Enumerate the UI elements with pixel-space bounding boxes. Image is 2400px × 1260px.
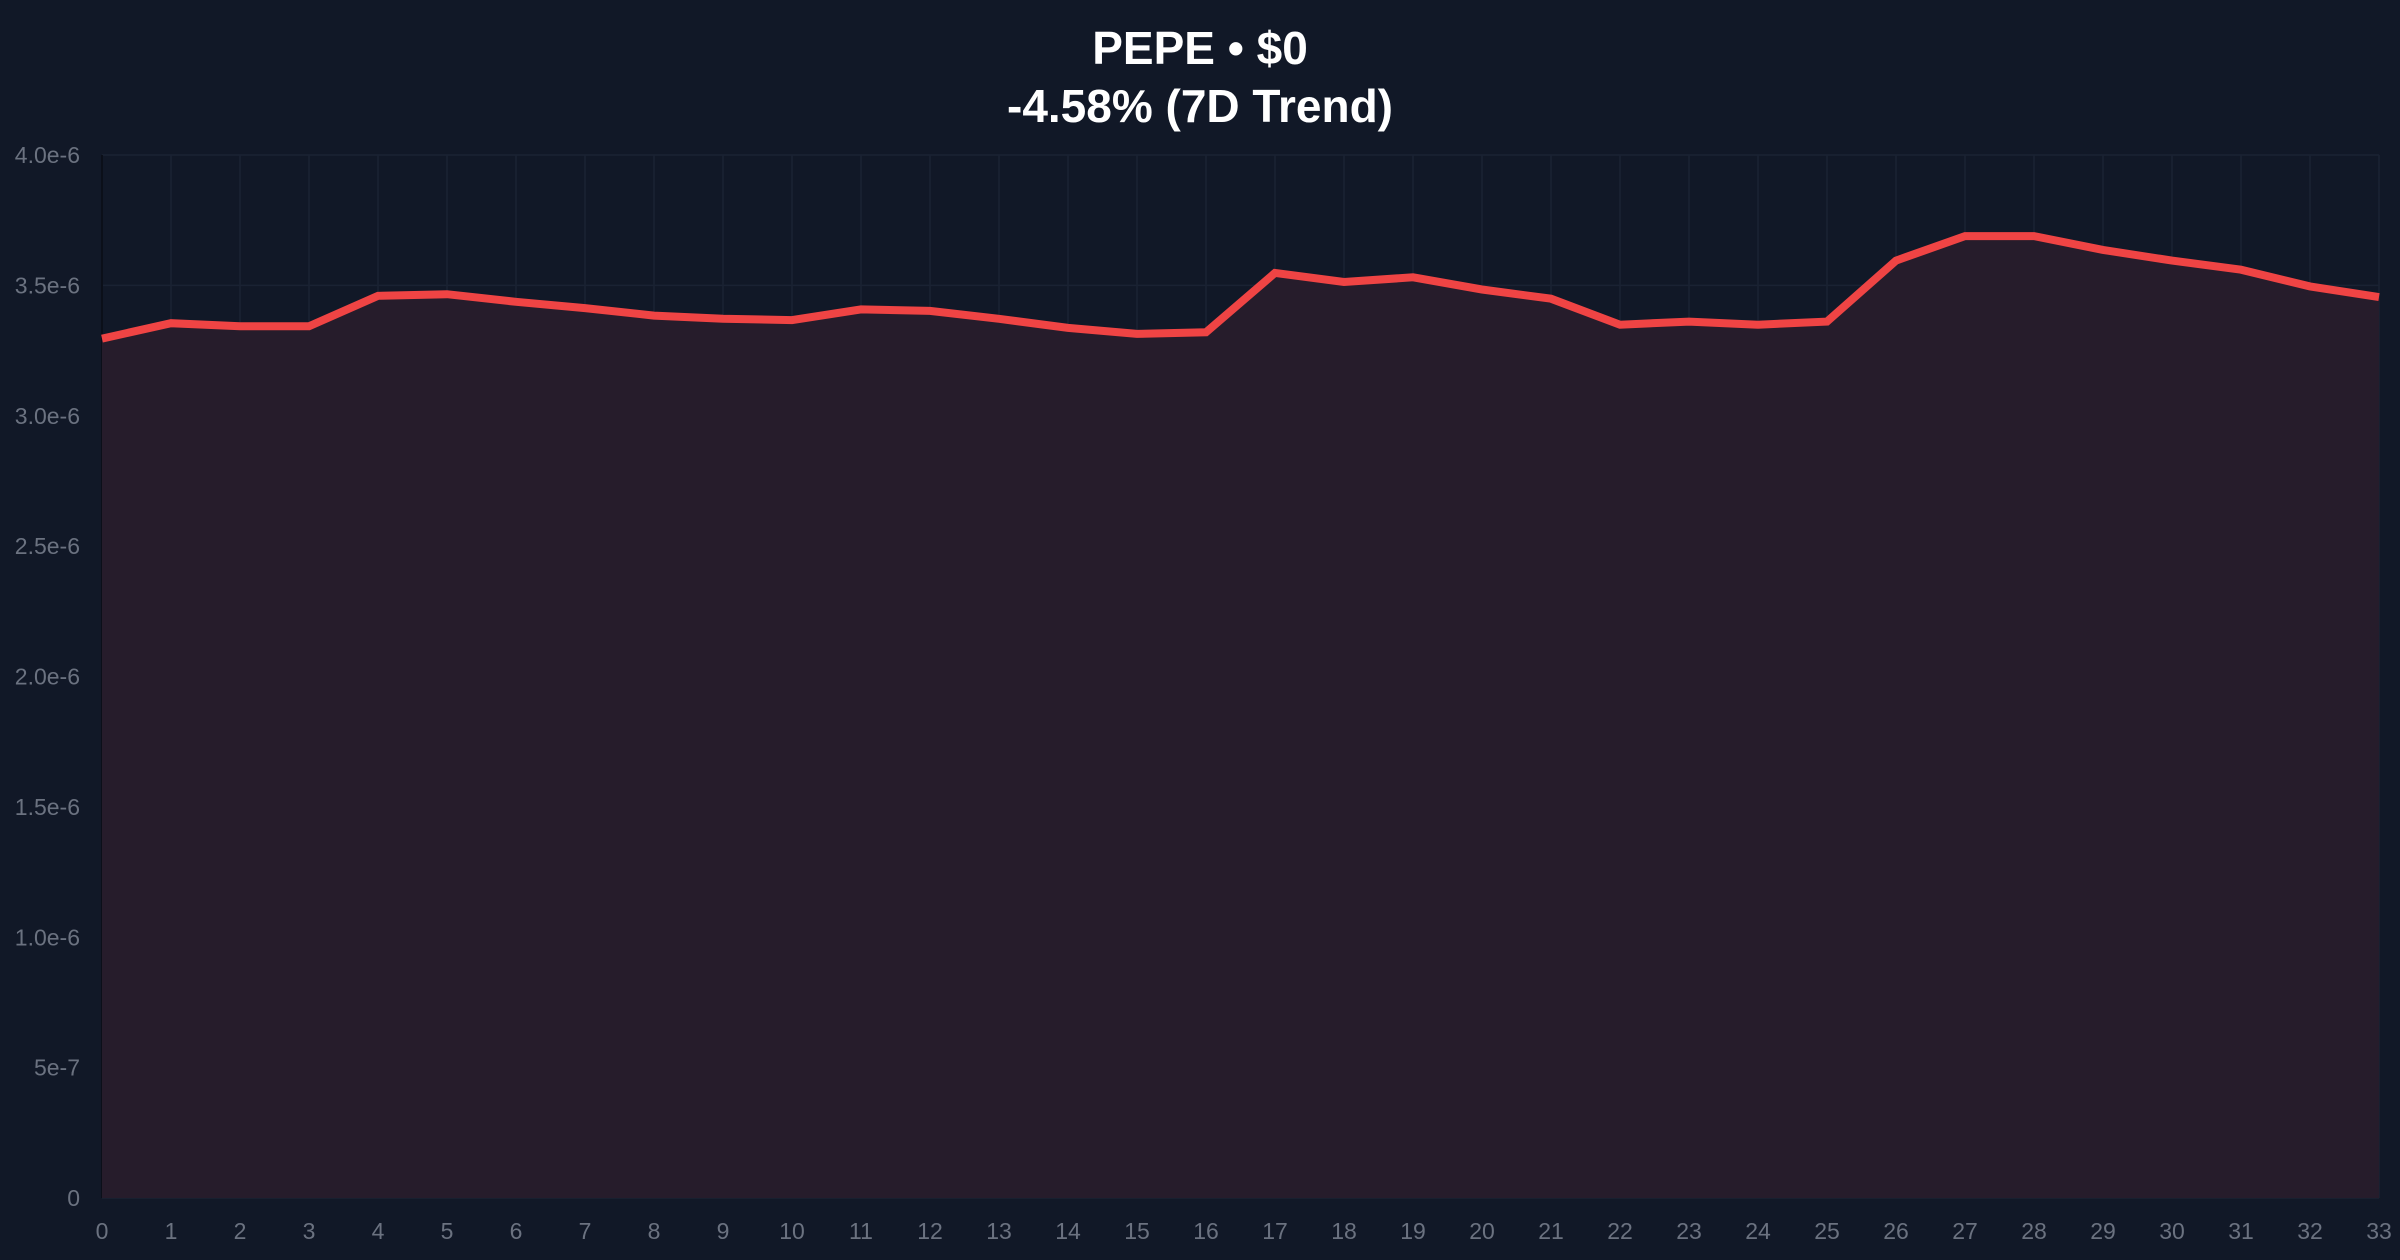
x-tick-label: 16 [1193, 1218, 1219, 1244]
y-tick-label: 3.5e-6 [15, 272, 80, 298]
x-tick-label: 18 [1331, 1218, 1357, 1244]
x-tick-label: 27 [1952, 1218, 1978, 1244]
y-tick-label: 2.5e-6 [15, 533, 80, 559]
y-tick-label: 1.0e-6 [15, 924, 80, 950]
chart-subtitle: -4.58% (7D Trend) [1007, 80, 1393, 132]
x-tick-label: 21 [1538, 1218, 1564, 1244]
x-tick-label: 31 [2228, 1218, 2254, 1244]
y-tick-label: 5e-7 [34, 1055, 80, 1081]
x-tick-label: 20 [1469, 1218, 1495, 1244]
x-tick-label: 32 [2297, 1218, 2323, 1244]
x-tick-label: 3 [303, 1218, 316, 1244]
x-tick-label: 4 [372, 1218, 385, 1244]
x-tick-label: 33 [2366, 1218, 2392, 1244]
y-axis: 0 5e-7 1.0e-6 1.5e-6 2.0e-6 2.5e-6 3.0e-6 3.5e-… [15, 142, 80, 1211]
x-tick-label: 19 [1400, 1218, 1426, 1244]
x-tick-label: 15 [1124, 1218, 1150, 1244]
x-tick-label: 6 [510, 1218, 523, 1244]
x-tick-label: 17 [1262, 1218, 1288, 1244]
x-tick-label: 23 [1676, 1218, 1702, 1244]
x-tick-label: 12 [917, 1218, 943, 1244]
x-tick-label: 7 [579, 1218, 592, 1244]
y-tick-label: 2.0e-6 [15, 664, 80, 690]
y-tick-label: 0 [67, 1185, 80, 1211]
chart-title: PEPE • $0 [1092, 22, 1308, 74]
area-fill [102, 236, 2379, 1199]
x-tick-label: 10 [779, 1218, 805, 1244]
x-tick-label: 5 [441, 1218, 454, 1244]
x-tick-label: 29 [2090, 1218, 2116, 1244]
x-tick-label: 13 [986, 1218, 1012, 1244]
x-tick-label: 0 [96, 1218, 109, 1244]
x-tick-label: 2 [234, 1218, 247, 1244]
y-tick-label: 3.0e-6 [15, 403, 80, 429]
x-tick-label: 26 [1883, 1218, 1909, 1244]
series-line [101, 232, 2380, 343]
x-tick-label: 28 [2021, 1218, 2047, 1244]
x-tick-label: 25 [1814, 1218, 1840, 1244]
x-tick-label: 9 [717, 1218, 730, 1244]
y-tick-label: 4.0e-6 [15, 142, 80, 168]
x-tick-label: 11 [849, 1218, 873, 1244]
x-tick-label: 8 [648, 1218, 661, 1244]
y-tick-label: 1.5e-6 [15, 794, 80, 820]
x-tick-label: 22 [1607, 1218, 1633, 1244]
x-tick-label: 14 [1055, 1218, 1081, 1244]
x-tick-label: 1 [165, 1218, 178, 1244]
x-axis: 0 1 2 3 4 5 6 7 8 9 10 11 12 13 14 15 16 17 18 19 20 21 22 23 24… [96, 1218, 2392, 1244]
x-tick-label: 30 [2159, 1218, 2185, 1244]
x-tick-label: 24 [1745, 1218, 1771, 1244]
